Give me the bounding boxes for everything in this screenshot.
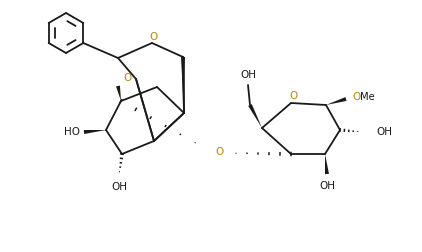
Text: Me: Me: [360, 92, 375, 102]
Polygon shape: [84, 130, 106, 134]
Polygon shape: [116, 86, 121, 101]
Polygon shape: [181, 57, 185, 113]
Text: O: O: [216, 147, 224, 157]
Text: O: O: [352, 92, 360, 102]
Text: OH: OH: [240, 70, 256, 80]
Text: HO: HO: [64, 127, 80, 137]
Text: O: O: [290, 91, 298, 101]
Polygon shape: [325, 154, 329, 174]
Polygon shape: [248, 104, 262, 128]
Polygon shape: [326, 97, 346, 105]
Text: O: O: [149, 32, 157, 42]
Text: OH: OH: [376, 127, 392, 137]
Text: OH: OH: [319, 181, 335, 191]
Text: O: O: [123, 73, 131, 83]
Text: OH: OH: [111, 182, 127, 192]
